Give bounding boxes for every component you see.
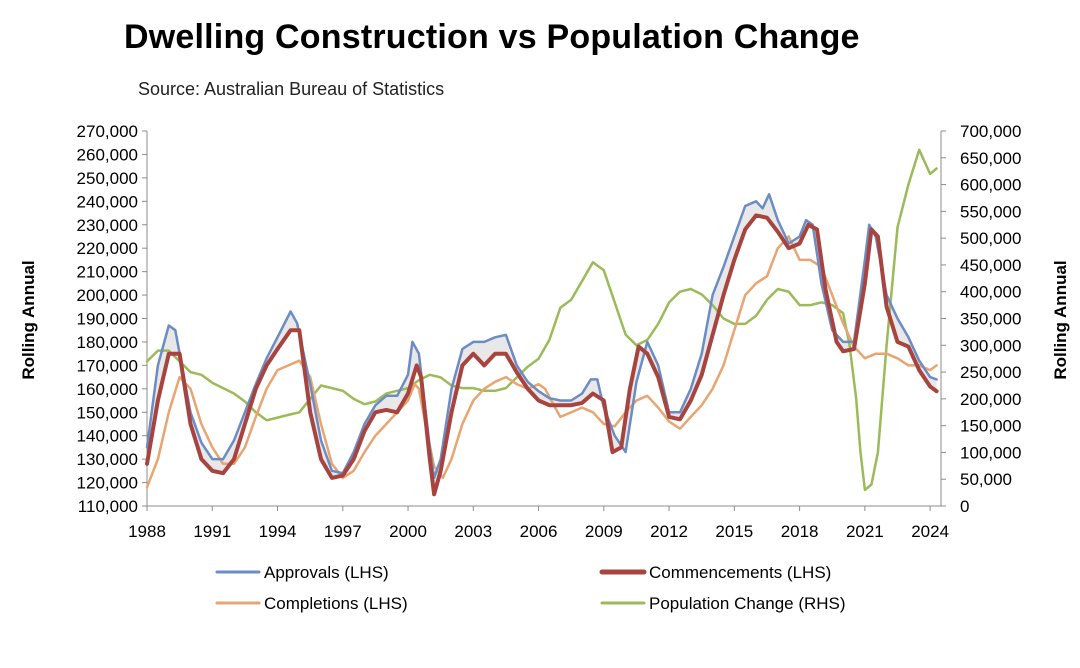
chart-subtitle: Source: Australian Bureau of Statistics bbox=[138, 79, 445, 99]
y-right-tick-label: 50,000 bbox=[960, 470, 1012, 489]
x-tick-label: 2021 bbox=[846, 522, 884, 541]
x-tick-label: 1991 bbox=[193, 522, 231, 541]
y-right-tick-label: 650,000 bbox=[960, 149, 1021, 168]
y-left-tick-label: 110,000 bbox=[78, 497, 138, 516]
y-left-tick-label: 160,000 bbox=[77, 380, 138, 399]
legend-label-commencements: Commencements (LHS) bbox=[649, 563, 831, 582]
y-left-tick-label: 250,000 bbox=[77, 169, 138, 188]
x-tick-label: 2009 bbox=[585, 522, 623, 541]
tick-labels: 270,000 260,000 250,000 240,000 230,000 220,0… bbox=[77, 122, 1022, 541]
y-right-tick-label: 100,000 bbox=[960, 443, 1021, 462]
y-left-tick-label: 260,000 bbox=[77, 145, 138, 164]
legend-label-completions: Completions (LHS) bbox=[264, 594, 408, 613]
y-axis-right-title: Rolling Annual bbox=[1051, 260, 1070, 379]
y-right-tick-label: 200,000 bbox=[960, 390, 1021, 409]
approvals-line bbox=[145, 193, 938, 480]
population-change-line bbox=[145, 148, 938, 492]
y-left-tick-label: 120,000 bbox=[77, 474, 138, 493]
y-left-tick-label: 220,000 bbox=[77, 239, 138, 258]
y-right-tick-label: 700,000 bbox=[960, 122, 1021, 141]
y-right-tick-label: 150,000 bbox=[960, 417, 1021, 436]
x-tick-label: 1997 bbox=[324, 522, 362, 541]
y-right-tick-label: 300,000 bbox=[960, 336, 1021, 355]
axes bbox=[142, 130, 946, 511]
legend-label-population-change: Population Change (RHS) bbox=[649, 594, 846, 613]
series-lines bbox=[145, 148, 939, 497]
x-tick-label: 2006 bbox=[520, 522, 558, 541]
y-right-tick-label: 0 bbox=[960, 497, 969, 516]
y-left-tick-label: 230,000 bbox=[77, 216, 138, 235]
completions-line bbox=[145, 235, 938, 489]
y-right-tick-label: 450,000 bbox=[960, 256, 1021, 275]
x-tick-label: 2012 bbox=[650, 522, 688, 541]
y-left-tick-label: 210,000 bbox=[77, 263, 138, 282]
legend-label-approvals: Approvals (LHS) bbox=[264, 563, 389, 582]
y-axis-left-title: Rolling Annual bbox=[19, 260, 38, 379]
x-tick-label: 2018 bbox=[781, 522, 819, 541]
y-right-tick-label: 600,000 bbox=[960, 176, 1021, 195]
y-right-tick-label: 400,000 bbox=[960, 283, 1021, 302]
y-left-tick-label: 150,000 bbox=[77, 403, 138, 422]
y-left-tick-label: 130,000 bbox=[77, 450, 138, 469]
y-left-tick-label: 190,000 bbox=[77, 310, 138, 329]
y-left-tick-label: 270,000 bbox=[77, 122, 138, 141]
x-tick-label: 2015 bbox=[715, 522, 753, 541]
commencements-line bbox=[145, 213, 939, 497]
y-left-tick-label: 170,000 bbox=[77, 356, 138, 375]
x-tick-label: 2003 bbox=[454, 522, 492, 541]
y-right-tick-label: 350,000 bbox=[960, 310, 1021, 329]
x-tick-label: 2000 bbox=[389, 522, 427, 541]
chart-title: Dwelling Construction vs Population Chan… bbox=[124, 18, 860, 56]
y-right-tick-label: 500,000 bbox=[960, 229, 1021, 248]
y-left-tick-label: 180,000 bbox=[77, 333, 138, 352]
x-tick-label: 1988 bbox=[128, 522, 166, 541]
y-left-tick-label: 140,000 bbox=[77, 427, 138, 446]
x-tick-label: 2024 bbox=[911, 522, 949, 541]
y-left-tick-label: 200,000 bbox=[77, 286, 138, 305]
y-left-tick-label: 240,000 bbox=[77, 192, 138, 211]
y-right-tick-label: 550,000 bbox=[960, 202, 1021, 221]
x-tick-label: 1994 bbox=[259, 522, 297, 541]
y-right-tick-label: 250,000 bbox=[960, 363, 1021, 382]
legend: Approvals (LHS) Commencements (LHS) Comple… bbox=[215, 563, 846, 613]
